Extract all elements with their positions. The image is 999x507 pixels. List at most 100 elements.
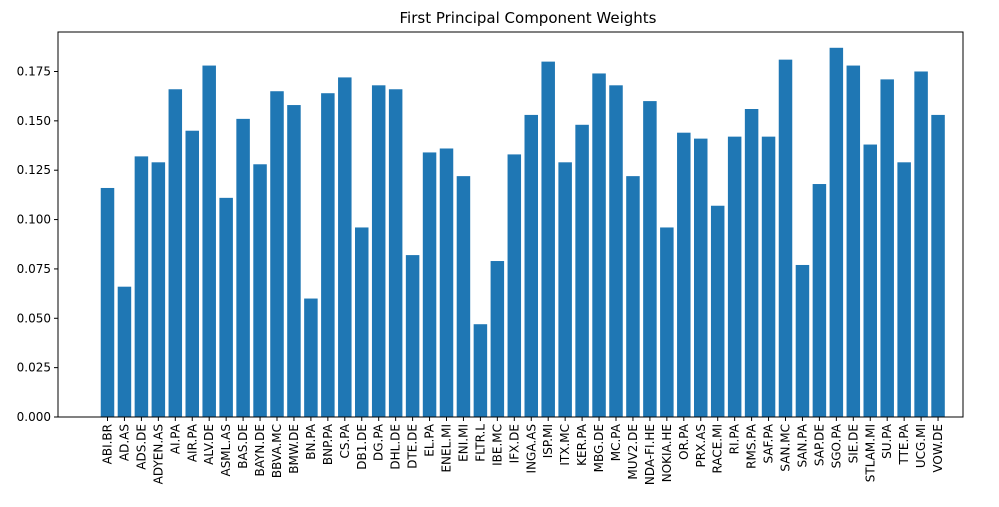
- x-tick-label: TTE.PA: [897, 423, 911, 465]
- y-tick-label: 0.125: [17, 163, 51, 177]
- y-tick-label: 0.050: [17, 311, 51, 325]
- x-tick-label: PRX.AS: [694, 424, 708, 467]
- bar-ASML.AS: [219, 197, 233, 417]
- x-tick-label: BAYN.DE: [253, 424, 267, 476]
- bar-MBG.DE: [592, 73, 606, 418]
- bar-BBVA.MC: [270, 91, 284, 417]
- bar-AI.PA: [168, 89, 183, 417]
- x-tick-label: INGA.AS: [524, 424, 538, 473]
- bar-ENI.MI: [456, 176, 471, 417]
- bar-SAF.PA: [761, 136, 776, 417]
- x-tick-label: ISP.MI: [541, 424, 555, 458]
- y-axis: 0.000 0.025 0.050 0.075 0.100 0.125 0.150 0.175: [17, 64, 58, 424]
- bar-FLTR.L: [473, 324, 488, 417]
- x-tick-label: IBE.MC: [490, 424, 504, 466]
- x-tick-label: SAN.MC: [779, 424, 793, 472]
- x-tick-label: ALV.DE: [202, 424, 216, 465]
- bar-UCG.MI: [914, 71, 928, 418]
- bar-PRX.AS: [694, 138, 708, 417]
- bar-EL.PA: [422, 152, 437, 417]
- bar-NOKIA.HE: [660, 227, 674, 417]
- x-tick-label: FLTR.L: [473, 424, 487, 462]
- x-tick-label: DHL.DE: [389, 424, 403, 470]
- x-tick-label: SGO.PA: [829, 423, 843, 468]
- x-tick-label: OR.PA: [677, 423, 691, 460]
- bar-OR.PA: [677, 132, 691, 417]
- x-tick-label: AIR.PA: [185, 423, 199, 462]
- plot-frame: [57, 31, 964, 418]
- bar-ITX.MC: [558, 162, 572, 417]
- x-tick-label: BNP.PA: [321, 423, 335, 465]
- x-tick-label: MUV2.DE: [626, 424, 640, 480]
- bar-BN.PA: [304, 298, 318, 417]
- x-tick-label: STLAM.MI: [863, 424, 877, 482]
- x-tick-label: DG.PA: [372, 423, 386, 461]
- x-axis: ABI.BR AD.AS ADS.DE ADYEN.AS AI.PA AIR.PA ALV.…: [101, 417, 945, 485]
- bar-SU.PA: [880, 79, 894, 417]
- x-tick-label: ENEL.MI: [440, 424, 454, 473]
- bar-STLAM.MI: [863, 144, 877, 418]
- bar-VOW.DE: [931, 114, 945, 418]
- x-tick-label: SAP.DE: [812, 424, 826, 466]
- x-tick-label: MC.PA: [609, 423, 623, 461]
- bar-ABI.BR: [100, 187, 115, 417]
- x-tick-label: NDA-FI.HE: [643, 424, 657, 485]
- y-tick-label: 0.150: [17, 114, 51, 128]
- bar-DHL.DE: [388, 89, 403, 417]
- bar-ADS.DE: [134, 156, 149, 417]
- x-tick-label: RACE.MI: [711, 424, 725, 474]
- bar-DG.PA: [371, 85, 386, 417]
- x-tick-label: SAF.PA: [762, 423, 776, 463]
- x-tick-label: AI.PA: [168, 423, 182, 454]
- bar-IBE.MC: [490, 261, 505, 417]
- x-tick-label: BMW.DE: [287, 424, 301, 474]
- bar-INGA.AS: [524, 114, 538, 418]
- bar-ADYEN.AS: [151, 162, 166, 417]
- x-tick-label: MBG.DE: [592, 424, 606, 472]
- x-tick-label: SIE.DE: [846, 424, 860, 463]
- bar-CS.PA: [338, 77, 352, 417]
- x-tick-label: SU.PA: [880, 423, 894, 459]
- bar-DTE.DE: [405, 255, 420, 417]
- bar-KER.PA: [575, 124, 589, 417]
- bar-SAN.MC: [778, 59, 793, 417]
- bar-BAS.DE: [236, 118, 250, 418]
- y-tick-label: 0.100: [17, 213, 51, 227]
- bar-DB1.DE: [355, 227, 369, 417]
- x-tick-label: BBVA.MC: [270, 424, 284, 478]
- y-tick-label: 0.000: [17, 410, 51, 424]
- bar-TTE.PA: [897, 162, 911, 417]
- y-tick-label: 0.025: [17, 361, 51, 375]
- bar-BNP.PA: [321, 93, 335, 418]
- bar-NDA-FI.HE: [643, 101, 657, 417]
- x-tick-label: UCG.MI: [914, 424, 928, 468]
- bar-RI.PA: [727, 136, 742, 417]
- x-tick-label: BN.PA: [304, 423, 318, 459]
- bar-AD.AS: [117, 286, 132, 417]
- x-tick-label: DTE.DE: [406, 424, 420, 469]
- x-tick-label: DB1.DE: [355, 424, 369, 470]
- bar-ISP.MI: [541, 61, 555, 418]
- x-tick-label: ITX.MC: [558, 424, 572, 466]
- x-tick-label: ADYEN.AS: [151, 424, 165, 484]
- bar-SAP.DE: [812, 184, 827, 417]
- y-tick-label: 0.075: [17, 262, 51, 276]
- x-tick-label: NOKIA.HE: [660, 424, 674, 482]
- bars: [100, 47, 945, 418]
- x-tick-label: RI.PA: [728, 423, 742, 454]
- bar-ENEL.MI: [439, 148, 454, 418]
- x-tick-label: ABI.BR: [101, 424, 115, 464]
- y-tick-label: 0.175: [17, 64, 51, 78]
- x-tick-label: KER.PA: [575, 423, 589, 466]
- x-tick-label: RMS.PA: [745, 423, 759, 469]
- bar-IFX.DE: [507, 154, 522, 417]
- x-tick-label: BAS.DE: [236, 424, 250, 469]
- bar-RACE.MI: [710, 205, 725, 417]
- bar-MC.PA: [609, 85, 623, 417]
- x-tick-label: VOW.DE: [931, 424, 945, 473]
- x-tick-label: SAN.PA: [795, 423, 809, 467]
- bar-MUV2.DE: [626, 176, 640, 417]
- bar-BMW.DE: [287, 105, 301, 418]
- x-tick-label: ASML.AS: [219, 424, 233, 477]
